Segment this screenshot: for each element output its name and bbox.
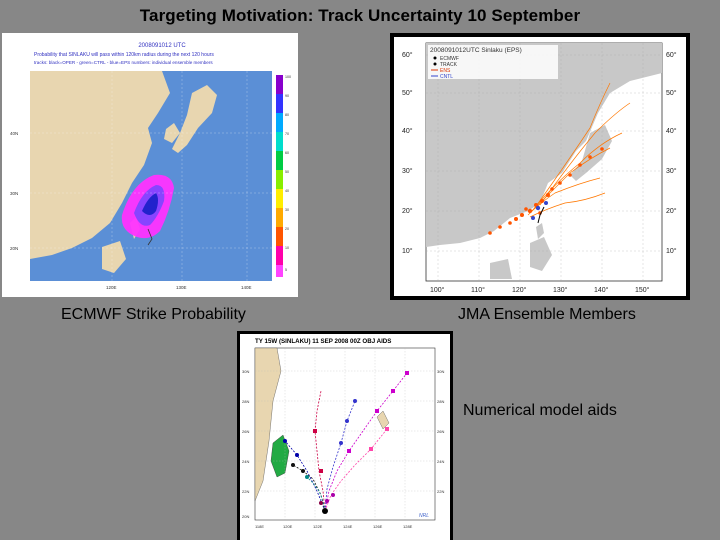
ecmwf-colorbar	[276, 75, 283, 277]
jma-lon-label: 130°	[553, 286, 568, 294]
ecmwf-lon-label: 130E	[176, 285, 187, 290]
ecmwf-header-date: 2008091012 UTC	[138, 43, 186, 49]
jma-lat-label: 50°	[402, 89, 413, 97]
colorbar-tick: 90	[285, 94, 289, 98]
jma-lat-label: 40°	[402, 127, 413, 135]
aids-tracks	[284, 372, 408, 512]
jma-asia-land	[426, 43, 662, 247]
ecmwf-strike-probability-map: 2008091012 UTC Probability that SINLAKU …	[2, 33, 298, 297]
ecmwf-header-line2: tracks: black=OPER - green=CTRL - blue=E…	[34, 60, 213, 65]
asia-mainland	[30, 71, 170, 259]
nrl-logo: NRL	[419, 513, 429, 519]
jma-ensemble-map: 2008091012UTC Sinlaku (EPS) ECMWF TRACK …	[390, 33, 690, 300]
aids-lon-label: 118E	[255, 524, 264, 529]
philippines-landmass	[102, 241, 126, 273]
slide-title: Targeting Motivation: Track Uncertainty …	[139, 6, 581, 25]
ecmwf-lon-label: 140E	[241, 285, 252, 290]
aids-lon-label: 128E	[403, 524, 413, 529]
aids-lat-label: 28N	[242, 399, 249, 404]
aids-lon-label: 122E	[313, 524, 323, 529]
ecmwf-lat-label: 20N	[10, 246, 18, 251]
korea-landmass	[164, 123, 180, 143]
jma-lon-label: 100°	[430, 286, 445, 294]
aids-lon-label: 126E	[373, 524, 383, 529]
colorbar-tick: 40	[285, 189, 289, 193]
jma-header: 2008091012UTC Sinlaku (EPS)	[430, 47, 522, 54]
jma-lat-label: 10°	[402, 247, 413, 255]
jma-lat-label: 30°	[402, 167, 413, 175]
ecmwf-lat-label: 40N	[10, 131, 18, 136]
aids-track-points	[283, 371, 409, 514]
aids-lat-label: 30N	[437, 369, 444, 374]
ecmwf-lat-label: 30N	[10, 191, 18, 196]
colorbar-tick: 30	[285, 208, 289, 212]
jma-lat-label: 50°	[666, 89, 677, 97]
jma-taiwan	[536, 223, 544, 239]
legend-ens: ENS	[440, 68, 451, 74]
aids-title: TY 15W (SINLAKU) 11 SEP 2008 00Z OBJ AID…	[255, 338, 391, 345]
jma-lat-label: 40°	[666, 127, 677, 135]
jma-lat-label: 60°	[666, 51, 677, 59]
jma-lon-label: 120°	[512, 286, 527, 294]
jma-lon-label: 140°	[594, 286, 609, 294]
aids-lat-label: 26N	[437, 429, 444, 434]
jma-lat-label: 30°	[666, 167, 677, 175]
colorbar-tick: 50	[285, 170, 289, 174]
legend-cntl: CNTL	[440, 74, 453, 80]
jma-lat-label: 20°	[666, 207, 677, 215]
ensemble-points-blue	[531, 201, 548, 220]
aids-lat-label: 24N	[242, 459, 249, 464]
caption-jma: JMA Ensemble Members	[458, 306, 636, 323]
objective-aids-map: TY 15W (SINLAKU) 11 SEP 2008 00Z OBJ AID…	[237, 331, 453, 540]
jma-lat-label: 10°	[666, 247, 677, 255]
aids-lat-label: 30N	[242, 369, 249, 374]
aids-china-coast	[254, 347, 282, 502]
aids-lon-label: 120E	[283, 524, 293, 529]
aids-lat-label: 20N	[242, 514, 249, 519]
colorbar-tick: 100	[285, 75, 291, 79]
aids-lat-label: 22N	[437, 489, 444, 494]
caption-aids: Numerical model aids	[463, 402, 617, 419]
aids-lat-label: 22N	[242, 489, 249, 494]
japan-landmass	[172, 85, 217, 153]
ecmwf-header-line1: Probability that SINLAKU will pass withi…	[34, 52, 214, 58]
probability-swath-core	[142, 193, 158, 215]
colorbar-tick: 70	[285, 132, 289, 136]
jma-philippines	[530, 237, 552, 271]
colorbar-tick: 20	[285, 227, 289, 231]
jma-lon-label: 150°	[635, 286, 650, 294]
colorbar-tick: 80	[285, 113, 289, 117]
colorbar-tick: 10	[285, 246, 289, 250]
jma-lon-label: 110°	[471, 286, 485, 294]
jma-lat-label: 20°	[402, 207, 413, 215]
aids-lat-label: 28N	[437, 399, 444, 404]
colorbar-tick: 5	[285, 268, 287, 272]
jma-lat-label: 60°	[402, 51, 413, 59]
ecmwf-lon-label: 120E	[106, 285, 117, 290]
jma-indochina	[490, 259, 512, 279]
aids-ryukyu-island	[376, 410, 390, 430]
legend-track: TRACK	[440, 62, 458, 68]
legend-ecmwf: ECMWF	[440, 56, 459, 62]
aids-lon-label: 124E	[343, 524, 353, 529]
colorbar-tick: 60	[285, 151, 289, 155]
caption-ecmwf: ECMWF Strike Probability	[61, 306, 246, 323]
aids-lat-label: 26N	[242, 429, 249, 434]
aids-lat-label: 24N	[437, 459, 444, 464]
